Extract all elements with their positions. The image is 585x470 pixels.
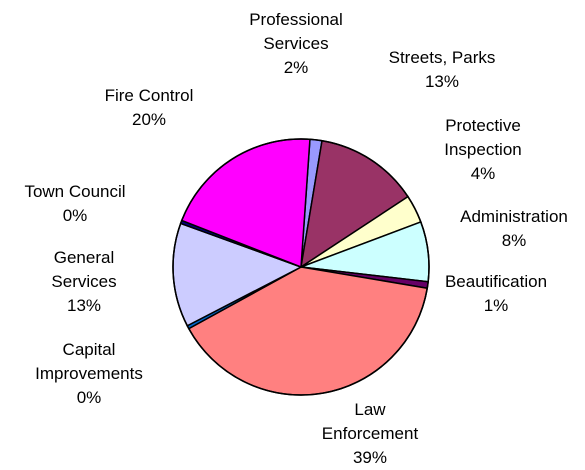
label-percent: 0%	[62, 206, 88, 225]
label-line: Improvements	[35, 364, 143, 383]
label-line: Administration	[460, 207, 568, 226]
label-protective-inspection: Protective Inspection 4%	[444, 114, 522, 186]
label-percent: 1%	[483, 296, 509, 315]
label-percent: 4%	[470, 164, 496, 183]
label-line: Services	[51, 272, 117, 291]
label-line: Streets, Parks	[388, 48, 496, 67]
label-line: Law	[354, 400, 386, 419]
pie-slices	[172, 138, 430, 396]
label-town-council: Town Council 0%	[24, 180, 125, 228]
label-law-enforcement: Law Enforcement 39%	[322, 398, 418, 470]
label-line: Enforcement	[321, 424, 419, 443]
label-line: Town Council	[24, 182, 126, 201]
label-line: Capital	[62, 340, 116, 359]
label-percent: 2%	[283, 58, 309, 77]
label-line: Protective	[445, 116, 521, 135]
label-beautification: Beautification 1%	[445, 270, 547, 318]
label-percent: 0%	[76, 388, 102, 407]
label-capital-improvements: Capital Improvements 0%	[35, 338, 143, 410]
label-streets-parks: Streets, Parks 13%	[389, 46, 496, 94]
label-line: General	[53, 248, 115, 267]
label-line: Inspection	[444, 140, 522, 159]
label-line: Beautification	[444, 272, 548, 291]
label-administration: Administration 8%	[460, 205, 568, 253]
label-percent: 13%	[424, 72, 460, 91]
label-line: Professional	[249, 10, 343, 29]
label-fire-control: Fire Control 20%	[105, 84, 194, 132]
label-percent: 13%	[66, 296, 102, 315]
label-professional-services: Professional Services 2%	[249, 8, 343, 80]
label-percent: 8%	[501, 231, 527, 250]
label-general-services: General Services 13%	[51, 246, 116, 318]
pie-outline	[172, 138, 430, 396]
label-line: Services	[263, 34, 329, 53]
label-percent: 39%	[352, 448, 388, 467]
label-line: Fire Control	[104, 86, 194, 105]
label-percent: 20%	[131, 110, 167, 129]
